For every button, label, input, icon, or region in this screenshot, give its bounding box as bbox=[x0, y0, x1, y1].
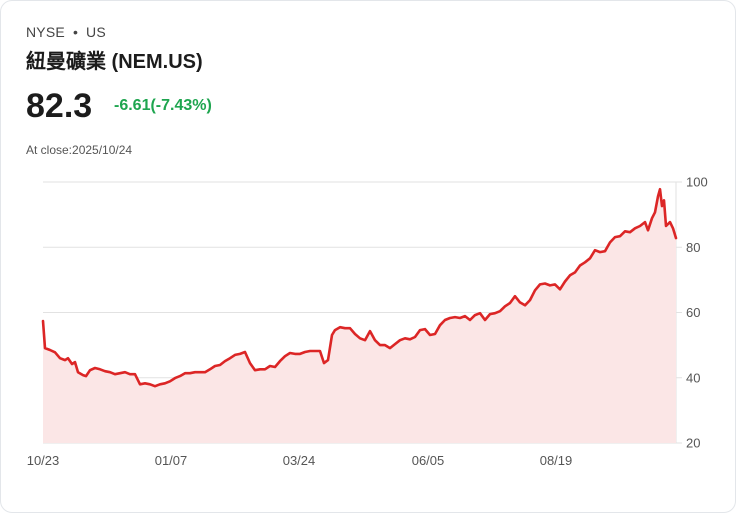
y-tick-label: 80 bbox=[686, 240, 700, 255]
price-line bbox=[41, 187, 678, 388]
market-name: US bbox=[86, 24, 106, 40]
x-tick-label: 08/19 bbox=[540, 453, 573, 468]
y-axis: 100 80 60 40 20 bbox=[686, 175, 708, 451]
exchange-line: NYSE • US bbox=[26, 24, 106, 40]
y-tick-label: 20 bbox=[686, 436, 700, 451]
x-tick-label: 01/07 bbox=[155, 453, 188, 468]
x-tick-label: 03/24 bbox=[283, 453, 316, 468]
y-tick-label: 40 bbox=[686, 370, 700, 385]
stock-price: 82.3 bbox=[26, 87, 93, 125]
separator-dot: • bbox=[72, 24, 79, 40]
x-axis: 10/23 01/07 03/24 06/05 08/19 bbox=[27, 453, 573, 468]
close-timestamp: At close:2025/10/24 bbox=[26, 143, 133, 157]
exchange-name: NYSE bbox=[26, 24, 65, 40]
x-tick-label: 06/05 bbox=[412, 453, 445, 468]
stock-title: 紐曼礦業 (NEM.US) bbox=[26, 51, 203, 73]
y-tick-label: 60 bbox=[686, 305, 700, 320]
price-area-fill bbox=[43, 189, 676, 443]
x-tick-label: 10/23 bbox=[27, 453, 60, 468]
y-tick-label: 100 bbox=[686, 175, 708, 190]
price-change: -6.61(-7.43%) bbox=[114, 97, 212, 114]
